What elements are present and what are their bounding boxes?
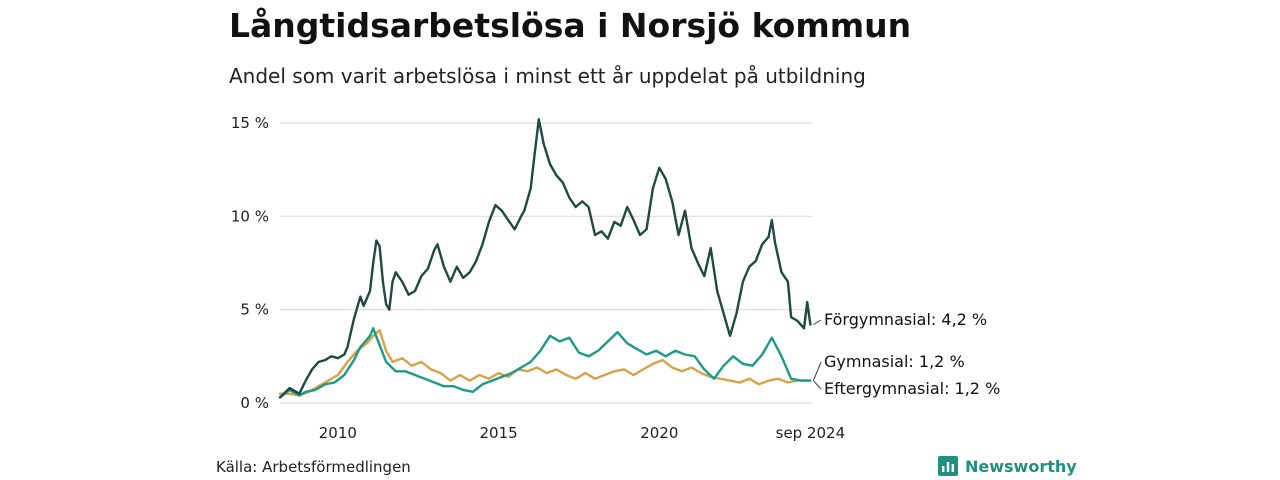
label-leader	[813, 380, 822, 390]
label-leader	[812, 361, 822, 381]
series-end-label: Förgymnasial: 4,2 %	[824, 310, 987, 329]
x-tick-label: 2020	[640, 424, 678, 442]
y-tick-label: 5 %	[240, 301, 269, 319]
y-tick-label: 0 %	[240, 394, 269, 412]
series-line-0	[278, 118, 812, 399]
series-end-labels: Förgymnasial: 4,2 % Gymnasial: 1,2 % Efter…	[812, 310, 1000, 398]
brand-name: Newsworthy	[965, 456, 1077, 476]
y-tick-label: 15 %	[231, 114, 269, 132]
series-line-2	[278, 329, 812, 397]
x-axis-ticks: 2010 2015 2020 sep 2024	[319, 424, 845, 442]
brand-logo: Newsworthy	[938, 456, 1077, 476]
chart-title: Långtidsarbetslösa i Norsjö kommun	[229, 6, 912, 45]
series-end-label: Eftergymnasial: 1,2 %	[824, 379, 1000, 398]
x-tick-label: 2015	[479, 424, 517, 442]
bar-chart-icon	[938, 456, 958, 476]
series-lines	[278, 118, 812, 399]
x-tick-label: sep 2024	[776, 424, 846, 442]
series-line-1	[278, 327, 812, 399]
chart-subtitle: Andel som varit arbetslösa i minst ett å…	[229, 64, 866, 88]
series-end-label: Gymnasial: 1,2 %	[824, 352, 965, 371]
y-axis-ticks: 0 % 5 % 10 % 15 %	[231, 114, 269, 412]
y-tick-label: 10 %	[231, 207, 269, 225]
source-note: Källa: Arbetsförmedlingen	[216, 458, 411, 476]
label-leader	[813, 319, 822, 326]
grid-lines	[280, 122, 812, 404]
x-tick-label: 2010	[319, 424, 357, 442]
